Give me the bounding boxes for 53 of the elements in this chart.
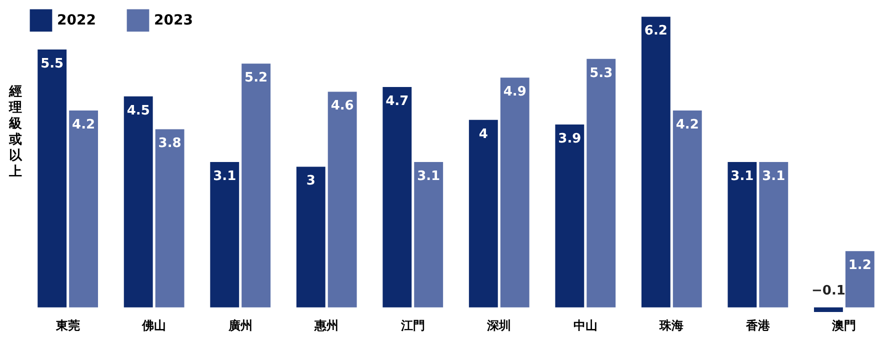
bar xyxy=(124,96,153,308)
bar xyxy=(38,50,67,308)
data-label: 6.2 xyxy=(644,24,668,39)
bar xyxy=(555,124,584,308)
bar xyxy=(586,58,616,308)
bar xyxy=(210,162,240,308)
x-tick-label: 珠海 xyxy=(658,318,684,332)
data-label: −0.1 xyxy=(811,283,846,298)
x-tick-label: 佛山 xyxy=(141,318,166,332)
data-label: 3.1 xyxy=(213,169,236,184)
bar xyxy=(382,87,412,308)
data-label: 3 xyxy=(306,174,316,189)
bar xyxy=(242,64,271,308)
data-label: 3.9 xyxy=(558,132,582,147)
bar xyxy=(759,162,788,308)
x-tick-label: 惠州 xyxy=(314,318,339,332)
bar xyxy=(468,120,498,308)
data-label: 5.3 xyxy=(590,66,613,81)
bar xyxy=(328,92,357,308)
x-tick-label: 江門 xyxy=(400,318,425,332)
data-label: 5.5 xyxy=(40,56,64,72)
bar xyxy=(814,307,843,312)
data-label: 4 xyxy=(478,126,488,142)
legend-label: 2022 xyxy=(57,12,96,28)
bar xyxy=(672,110,702,308)
x-tick-label: 澳門 xyxy=(831,318,856,332)
x-tick-label: 廣州 xyxy=(227,318,252,332)
data-label: 4.7 xyxy=(386,94,409,110)
data-label: 4.2 xyxy=(72,117,96,132)
data-label: 3.1 xyxy=(762,169,786,184)
bar xyxy=(500,78,530,308)
bar xyxy=(845,251,874,308)
data-label: 4.2 xyxy=(676,117,699,132)
data-label: 3.8 xyxy=(158,136,182,152)
data-label: 4.5 xyxy=(126,103,150,118)
bar xyxy=(69,110,98,308)
data-label: 5.2 xyxy=(244,70,268,86)
data-label: 3.1 xyxy=(730,169,754,184)
x-tick-label: 東莞 xyxy=(54,318,80,332)
data-label: 1.2 xyxy=(848,258,872,274)
y-axis-title: 經理級或以上 xyxy=(8,84,23,180)
data-label: 3.1 xyxy=(417,169,440,184)
x-tick-label: 深圳 xyxy=(486,318,512,332)
bar xyxy=(155,129,184,308)
bar xyxy=(728,162,757,308)
bar xyxy=(641,16,670,308)
data-label: 4.9 xyxy=(503,84,526,100)
data-label: 4.6 xyxy=(330,98,354,114)
x-tick-label: 香港 xyxy=(744,318,771,332)
bar xyxy=(414,162,444,308)
x-tick-label: 中山 xyxy=(573,318,598,332)
bar xyxy=(296,166,326,308)
legend-label: 2023 xyxy=(154,12,193,28)
